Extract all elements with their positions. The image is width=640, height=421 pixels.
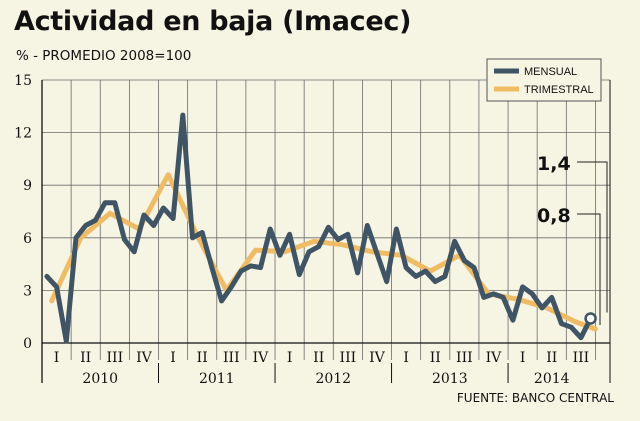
chart-subtitle: % - PROMEDIO 2008=100: [16, 48, 192, 64]
quarter-label: III: [573, 350, 590, 366]
quarter-label: IV: [253, 350, 270, 366]
y-tick-label: 0: [23, 336, 32, 352]
y-tick-label: 9: [23, 178, 32, 194]
callout-trimestral: 0,8: [537, 205, 571, 227]
quarter-label: II: [197, 350, 208, 366]
legend-label-trimestral: TRIMESTRAL: [524, 84, 594, 96]
legend-box: [486, 58, 602, 102]
quarter-label: II: [546, 350, 557, 366]
chart-title: Actividad en baja (Imacec): [14, 6, 412, 37]
legend-label-mensual: MENSUAL: [524, 66, 577, 78]
year-label: 2014: [534, 371, 570, 387]
y-tick-label: 6: [23, 231, 32, 247]
mensual-line: [44, 112, 594, 344]
callout-mensual: 1,4: [537, 153, 571, 175]
quarter-label: III: [456, 350, 473, 366]
quarter-label: I: [170, 350, 176, 366]
quarter-label: IV: [369, 350, 386, 366]
quarter-label: I: [287, 350, 293, 366]
y-tick-label: 15: [14, 73, 32, 89]
quarter-label: III: [107, 350, 124, 366]
year-label: 2013: [432, 371, 468, 387]
y-tick-label: 3: [23, 283, 32, 299]
quarter-label: III: [340, 350, 357, 366]
y-tick-label: 12: [14, 126, 32, 142]
quarter-label: IV: [486, 350, 503, 366]
quarter-label: I: [403, 350, 409, 366]
year-label: 2012: [315, 371, 351, 387]
quarter-label: IV: [136, 350, 153, 366]
quarter-label: II: [430, 350, 441, 366]
quarter-label: I: [520, 350, 526, 366]
callout-leader-trimestral: [577, 213, 601, 325]
last-point-marker: [584, 312, 597, 325]
chart-source: FUENTE: BANCO CENTRAL: [456, 391, 614, 405]
quarter-label: II: [80, 350, 91, 366]
callout-leader-mensual: [577, 161, 608, 313]
quarter-label: I: [54, 350, 60, 366]
year-label: 2011: [199, 371, 235, 387]
quarter-label: II: [313, 350, 324, 366]
year-label: 2010: [82, 371, 118, 387]
quarter-label: III: [223, 350, 240, 366]
